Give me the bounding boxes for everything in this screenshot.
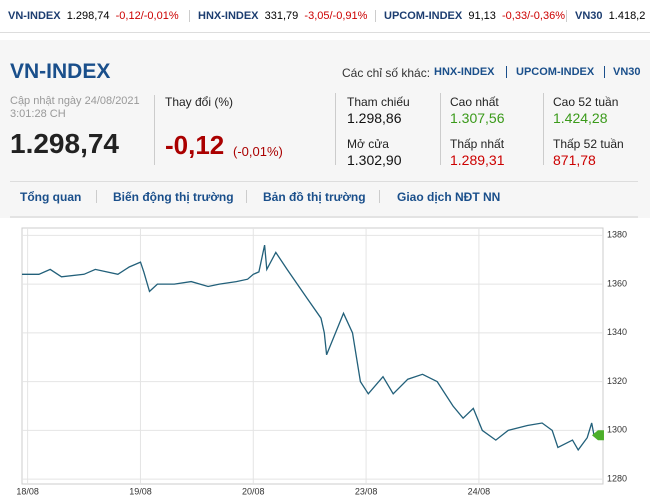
ticker-change: -0,33/-0,36% [502, 10, 565, 22]
x-tick-label: 19/08 [129, 486, 152, 496]
y-tick-label: 1320 [607, 376, 627, 386]
change: -0,12 [165, 130, 225, 160]
ticker-item: UPCOM-INDEX 91,13 -0,33/-0,36% [384, 10, 565, 22]
y-tick-label: 1380 [607, 230, 627, 240]
stat-label: Thấp nhất [450, 137, 505, 151]
stat-value: 1.289,31 [450, 152, 505, 168]
plot-frame [21, 227, 604, 485]
stat-value: 871,78 [553, 152, 596, 168]
price-line [22, 244, 595, 452]
x-tick-label: 23/08 [355, 486, 378, 496]
change-label: Thay đổi (%) [165, 95, 234, 109]
tab[interactable]: Tổng quan [20, 190, 82, 204]
ticker-name: VN-INDEX [8, 10, 61, 22]
ticker-price: 1.298,74 [66, 10, 110, 22]
ticker-price: 91,13 [468, 10, 496, 22]
ticker-name: VN30 [575, 10, 603, 22]
ticker-item: HNX-INDEX 331,79 -3,05/-0,91% [198, 10, 367, 22]
title: VN-INDEX [10, 60, 111, 83]
stat-label: Cao nhất [450, 95, 499, 109]
y-tick-label: 1340 [607, 327, 627, 337]
x-tick-label: 24/08 [468, 486, 491, 496]
last-value-marker [591, 430, 604, 441]
stat-value: 1.424,28 [553, 110, 608, 126]
link[interactable]: VN30 [613, 66, 641, 78]
link[interactable]: UPCOM-INDEX [516, 66, 595, 78]
ticker-price: 331,79 [264, 10, 299, 22]
ticker-price: 1.418,2 [608, 10, 646, 22]
updated: Cập nhật ngày 24/08/2021 [10, 95, 140, 107]
time: 3:01:28 CH [10, 108, 66, 120]
x-tick-label: 18/08 [16, 486, 39, 496]
others-label: Các chỉ số khác: [342, 66, 431, 80]
stat-value: 1.302,90 [347, 152, 402, 168]
ticker-item: VN-INDEX 1.298,74 -0,12/-0,01% [8, 10, 179, 22]
ticker-name: UPCOM-INDEX [384, 10, 463, 22]
stat-label: Tham chiếu [347, 95, 410, 109]
ticker-change: -0,12/-0,01% [115, 10, 179, 22]
stat-value: 1.307,56 [450, 110, 505, 126]
tab[interactable]: Biến động thị trường [113, 190, 234, 204]
y-tick-label: 1280 [607, 473, 627, 483]
stat-label: Cao 52 tuần [553, 95, 619, 109]
stat-label: Thấp 52 tuần [553, 137, 624, 151]
tab[interactable]: Bản đồ thị trường [263, 190, 366, 204]
tab[interactable]: Giao dịch NĐT NN [397, 190, 501, 204]
chart: 1280 1300 1320 1340 1360 1380 18/08 19/08 20/08 2… [16, 227, 627, 496]
link[interactable]: HNX-INDEX [434, 66, 495, 78]
ticker-bar: VN-INDEX 1.298,74 -0,12/-0,01% HNX-INDEX … [0, 0, 650, 33]
price: 1.298,74 [10, 128, 119, 159]
ticker-name: HNX-INDEX [198, 10, 259, 22]
stat-label: Mở cửa [347, 137, 389, 151]
tab-bar [10, 181, 638, 218]
x-tick-label: 20/08 [242, 486, 265, 496]
ticker-change: -3,05/-0,91% [304, 10, 368, 22]
y-tick-label: 1360 [607, 278, 627, 288]
ticker-item: VN30 1.418,2 [575, 10, 645, 22]
change-pct: (-0,01%) [233, 144, 283, 159]
stat-value: 1.298,86 [347, 110, 402, 126]
y-tick-label: 1300 [607, 425, 627, 435]
